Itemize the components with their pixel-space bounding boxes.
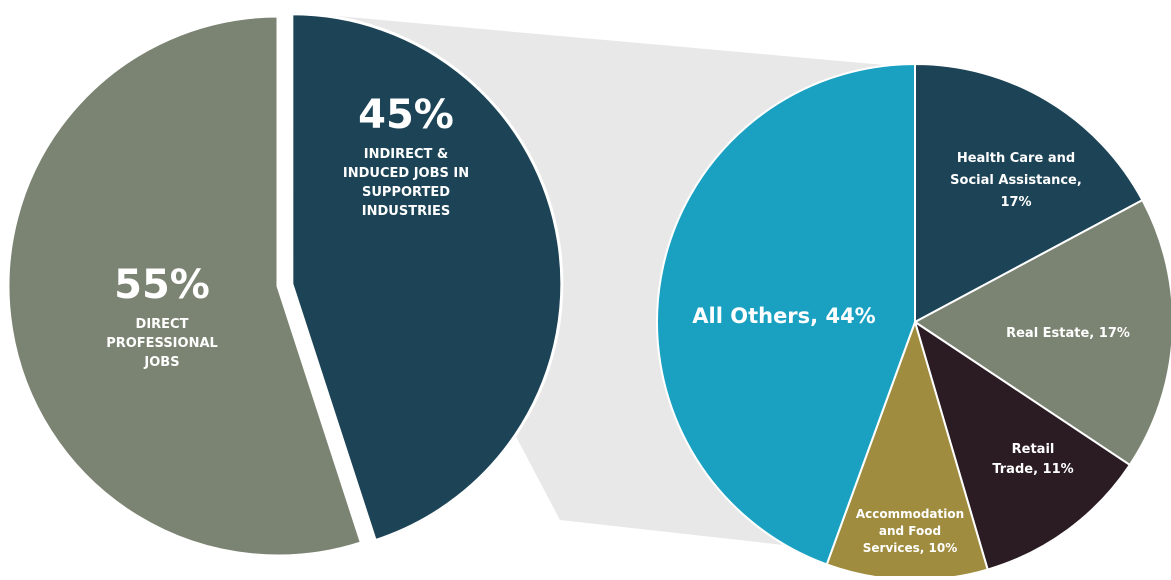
label-value-45: 45% <box>358 92 454 138</box>
slice-real-estate-17 <box>913 198 1171 467</box>
label-indirect-line-4: INDUSTRIES <box>362 204 450 219</box>
label-health-care-and-line-2: Social Assistance, <box>950 173 1082 188</box>
label-indirect-line-1: INDIRECT & <box>364 147 449 162</box>
slice-indirect-induced-jobs <box>290 12 564 543</box>
left-pie <box>6 12 564 558</box>
label-accommodation-line-3: Services, 10% <box>863 541 958 555</box>
label-retail-line-2: Trade, 11% <box>992 462 1073 477</box>
label-value-55: 55% <box>114 262 210 308</box>
label-direct-line-1: DIRECT <box>136 317 189 332</box>
label-health-care-and-line-1: Health Care and <box>957 151 1075 166</box>
label-all-others-44-line-1: All Others, 44% <box>692 304 875 328</box>
label-indirect-line-3: SUPPORTED <box>362 185 450 200</box>
slice-health-care-and <box>914 62 1144 324</box>
label-direct-line-3: JOBS <box>143 355 179 370</box>
label-direct-line-2: PROFESSIONAL <box>106 336 218 351</box>
label-accommodation-line-1: Accommodation <box>856 507 964 521</box>
slice-retail <box>913 319 1132 571</box>
label-real-estate-17-line-1: Real Estate, 17% <box>1006 326 1130 341</box>
slice-labels: 45% INDIRECT & INDUCED JOBS IN SUPPORTED IND… <box>106 92 1130 555</box>
label-retail-line-1: Retail <box>1012 442 1055 457</box>
label-accommodation-line-2: and Food <box>879 524 941 538</box>
label-health-care-and-line-3: 17% <box>1000 195 1031 210</box>
slice-all-others-44 <box>656 62 916 566</box>
label-indirect-line-2: INDUCED JOBS IN <box>343 166 469 181</box>
right-pie <box>656 62 1171 580</box>
slice-direct-professional-jobs <box>6 14 364 558</box>
